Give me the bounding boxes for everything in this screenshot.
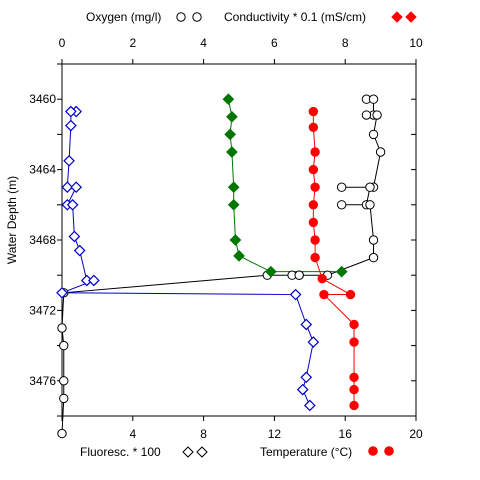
data-point-oxygen: [368, 235, 379, 245]
data-point-fluorescence: [63, 154, 75, 167]
top-axis-tick-label: 4: [200, 36, 207, 50]
legend-fluorescence-label: Fluoresc. * 100: [80, 445, 161, 459]
series-lines: [61, 98, 382, 434]
data-point-oxygen: [336, 200, 347, 210]
data-point-oxygen: [368, 252, 379, 263]
legend-temperature-marker: [368, 446, 378, 456]
top-axis-tick-label: 8: [342, 36, 349, 50]
y-axis-tick-label: 3460: [29, 92, 56, 106]
top-axis-tick-label: 6: [271, 36, 278, 50]
data-point-oxygen: [59, 376, 69, 386]
y-axis-label: Water Depth (m): [5, 176, 19, 264]
data-point-temperature: [308, 106, 319, 117]
data-point-temperature: [349, 372, 359, 382]
data-point-temperature: [317, 274, 327, 284]
bottom-axis-tick-label: 8: [200, 427, 207, 441]
data-point-fluorescence: [70, 181, 83, 194]
bottom-axis-tick-label: 12: [268, 427, 282, 441]
data-point-temperature: [308, 122, 319, 133]
data-point-conductivity_green: [233, 249, 245, 262]
data-point-conductivity_green: [226, 146, 238, 158]
data-point-fluorescence: [300, 318, 313, 331]
data-point-oxygen: [57, 323, 67, 333]
bottom-axis-tick-label: 4: [129, 427, 136, 441]
legend-oxygen-marker: [192, 12, 202, 22]
series-line-conductivity_green: [227, 99, 342, 273]
data-point-conductivity_green: [224, 128, 236, 141]
data-point-conductivity_green: [226, 110, 238, 123]
legend-oxygen-marker: [176, 12, 186, 22]
data-point-temperature: [308, 200, 319, 210]
data-point-oxygen: [365, 200, 375, 210]
data-point-fluorescence: [61, 181, 74, 194]
data-point-temperature: [319, 289, 329, 300]
y-axis-tick-label: 3472: [29, 303, 56, 317]
data-point-oxygen: [368, 129, 379, 140]
top-axis-tick-label: 10: [409, 36, 423, 50]
top-axis-tick-label: 2: [129, 36, 136, 50]
data-point-oxygen: [372, 110, 382, 120]
data-point-fluorescence: [73, 244, 86, 257]
legend-fluorescence-marker: [196, 446, 208, 458]
data-point-oxygen: [375, 147, 386, 157]
data-point-fluorescence: [300, 371, 313, 384]
data-point-temperature: [349, 337, 359, 347]
data-point-conductivity_green: [229, 234, 242, 246]
legend-conductivity-marker: [405, 11, 417, 23]
data-point-temperature: [310, 235, 320, 245]
axes: 024681004812162034603464346834723476: [29, 36, 423, 441]
bottom-axis-tick-label: 16: [339, 427, 353, 441]
y-axis-tick-label: 3464: [29, 163, 56, 177]
data-point-fluorescence: [88, 274, 100, 287]
data-point-conductivity_green: [227, 198, 240, 211]
data-point-oxygen: [59, 340, 69, 351]
series-line-fluorescence: [61, 111, 314, 406]
data-point-fluorescence: [56, 286, 68, 299]
data-point-oxygen: [294, 270, 304, 280]
data-point-fluorescence: [65, 105, 77, 118]
data-point-oxygen: [336, 182, 347, 192]
series-markers: [56, 93, 386, 439]
data-point-temperature: [310, 147, 320, 157]
data-point-oxygen: [361, 110, 372, 120]
data-point-fluorescence: [66, 198, 79, 211]
data-point-temperature: [349, 384, 359, 395]
data-point-oxygen: [368, 94, 379, 104]
data-point-temperature: [308, 164, 319, 175]
data-point-conductivity_green: [335, 265, 348, 278]
data-point-conductivity_green: [265, 265, 277, 278]
data-point-fluorescence: [289, 288, 302, 301]
legend-oxygen-label: Oxygen (mg/l): [86, 10, 161, 24]
data-point-temperature: [349, 319, 359, 330]
data-point-temperature: [310, 182, 320, 192]
data-point-fluorescence: [65, 119, 77, 132]
y-axis-tick-label: 3476: [29, 374, 56, 388]
data-point-oxygen: [57, 428, 67, 439]
y-axis-tick-label: 3468: [29, 233, 56, 247]
data-point-conductivity_green: [227, 181, 240, 194]
data-point-temperature: [345, 289, 356, 300]
legend-temperature-label: Temperature (°C): [260, 445, 352, 459]
legend-conductivity-marker: [391, 11, 403, 23]
data-point-fluorescence: [303, 399, 316, 412]
legend-fluorescence-marker: [182, 446, 194, 458]
bottom-axis-tick-label: 20: [409, 427, 423, 441]
data-point-oxygen: [59, 393, 69, 404]
data-point-fluorescence: [296, 383, 309, 396]
data-point-oxygen: [365, 182, 375, 192]
top-axis-tick-label: 0: [59, 36, 66, 50]
legend-conductivity-label: Conductivity * 0.1 (mS/cm): [224, 10, 366, 24]
series-line-oxygen: [61, 98, 382, 434]
data-point-fluorescence: [68, 230, 81, 243]
data-point-temperature: [308, 217, 319, 228]
legend-temperature-marker: [384, 446, 394, 456]
data-point-temperature: [349, 400, 359, 411]
data-point-temperature: [310, 252, 320, 263]
data-point-fluorescence: [307, 336, 320, 348]
data-point-conductivity_green: [222, 93, 235, 106]
